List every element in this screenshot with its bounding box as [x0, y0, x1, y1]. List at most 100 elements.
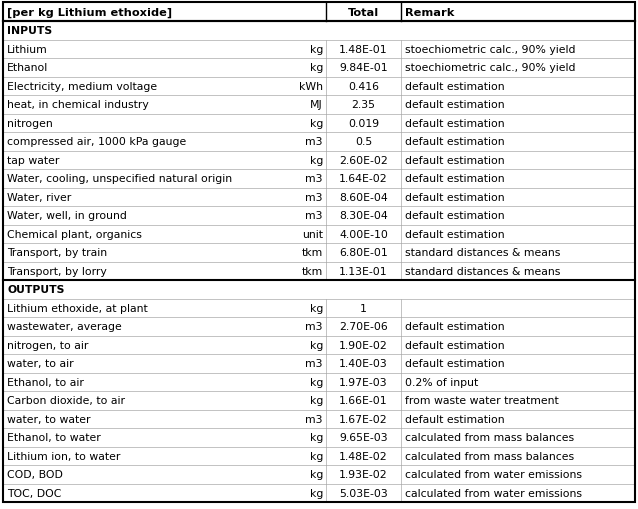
- Text: Water, cooling, unspecified natural origin: Water, cooling, unspecified natural orig…: [7, 174, 232, 184]
- Text: default estimation: default estimation: [405, 229, 505, 239]
- Bar: [3, 169, 635, 188]
- Text: from waste water treatment: from waste water treatment: [405, 395, 559, 406]
- Text: stoechiometric calc., 90% yield: stoechiometric calc., 90% yield: [405, 63, 575, 73]
- Text: 2.60E-02: 2.60E-02: [339, 155, 388, 165]
- Text: 1.13E-01: 1.13E-01: [339, 266, 388, 276]
- Text: Water, well, in ground: Water, well, in ground: [7, 211, 127, 221]
- Text: default estimation: default estimation: [405, 358, 505, 369]
- Text: default estimation: default estimation: [405, 100, 505, 110]
- Bar: [3, 354, 635, 373]
- Bar: [3, 391, 635, 410]
- Text: 0.2% of input: 0.2% of input: [405, 377, 478, 387]
- Text: kg: kg: [309, 63, 323, 73]
- Text: default estimation: default estimation: [405, 322, 505, 331]
- Text: wastewater, average: wastewater, average: [7, 322, 122, 331]
- Text: kg: kg: [309, 451, 323, 461]
- Text: Total: Total: [348, 8, 379, 17]
- Text: 1.66E-01: 1.66E-01: [339, 395, 388, 406]
- Bar: [3, 336, 635, 354]
- Bar: [3, 133, 635, 151]
- Text: nitrogen, to air: nitrogen, to air: [7, 340, 89, 350]
- Text: default estimation: default estimation: [405, 174, 505, 184]
- Text: 8.60E-04: 8.60E-04: [339, 192, 388, 203]
- Text: 1.67E-02: 1.67E-02: [339, 414, 388, 424]
- Text: OUTPUTS: OUTPUTS: [7, 285, 64, 295]
- Text: 9.84E-01: 9.84E-01: [339, 63, 388, 73]
- Text: kg: kg: [309, 155, 323, 165]
- Text: Transport, by train: Transport, by train: [7, 248, 107, 258]
- Bar: [3, 22, 635, 40]
- Bar: [3, 225, 635, 243]
- Text: tkm: tkm: [302, 266, 323, 276]
- Text: 1.48E-02: 1.48E-02: [339, 451, 388, 461]
- Text: [per kg Lithium ethoxide]: [per kg Lithium ethoxide]: [7, 7, 172, 18]
- Text: Lithium: Lithium: [7, 45, 48, 54]
- Text: 6.80E-01: 6.80E-01: [339, 248, 388, 258]
- Text: 1.64E-02: 1.64E-02: [339, 174, 388, 184]
- Text: Lithium ion, to water: Lithium ion, to water: [7, 451, 121, 461]
- Bar: [3, 77, 635, 96]
- Text: 2.35: 2.35: [352, 100, 376, 110]
- Text: compressed air, 1000 kPa gauge: compressed air, 1000 kPa gauge: [7, 137, 186, 147]
- Text: INPUTS: INPUTS: [7, 26, 52, 36]
- Text: stoechiometric calc., 90% yield: stoechiometric calc., 90% yield: [405, 45, 575, 54]
- Bar: [3, 243, 635, 262]
- Text: default estimation: default estimation: [405, 211, 505, 221]
- Text: kg: kg: [309, 433, 323, 442]
- Text: 5.03E-03: 5.03E-03: [339, 488, 388, 498]
- Text: 8.30E-04: 8.30E-04: [339, 211, 388, 221]
- Text: MJ: MJ: [310, 100, 323, 110]
- Text: kg: kg: [309, 303, 323, 313]
- Text: default estimation: default estimation: [405, 414, 505, 424]
- Text: standard distances & means: standard distances & means: [405, 266, 560, 276]
- Bar: [3, 115, 635, 133]
- Text: kg: kg: [309, 377, 323, 387]
- Text: Transport, by lorry: Transport, by lorry: [7, 266, 107, 276]
- Text: default estimation: default estimation: [405, 81, 505, 92]
- Bar: [3, 428, 635, 446]
- Text: kg: kg: [309, 395, 323, 406]
- Text: 1.97E-03: 1.97E-03: [339, 377, 388, 387]
- Text: calculated from water emissions: calculated from water emissions: [405, 488, 582, 498]
- Text: 1.40E-03: 1.40E-03: [339, 358, 388, 369]
- Text: kWh: kWh: [299, 81, 323, 92]
- Text: kg: kg: [309, 340, 323, 350]
- Text: TOC, DOC: TOC, DOC: [7, 488, 61, 498]
- Bar: [3, 410, 635, 428]
- Text: default estimation: default estimation: [405, 340, 505, 350]
- Text: COD, BOD: COD, BOD: [7, 469, 63, 479]
- Text: default estimation: default estimation: [405, 155, 505, 165]
- Bar: [3, 59, 635, 77]
- Text: m3: m3: [306, 174, 323, 184]
- Text: 2.70E-06: 2.70E-06: [339, 322, 388, 331]
- Text: heat, in chemical industry: heat, in chemical industry: [7, 100, 149, 110]
- Bar: [3, 484, 635, 502]
- Text: tap water: tap water: [7, 155, 59, 165]
- Text: calculated from water emissions: calculated from water emissions: [405, 469, 582, 479]
- Text: Electricity, medium voltage: Electricity, medium voltage: [7, 81, 157, 92]
- Text: 1: 1: [360, 303, 367, 313]
- Text: m3: m3: [306, 211, 323, 221]
- Text: Remark: Remark: [405, 8, 454, 17]
- Bar: [3, 96, 635, 115]
- Text: kg: kg: [309, 119, 323, 128]
- Bar: [3, 262, 635, 280]
- Text: kg: kg: [309, 469, 323, 479]
- Text: m3: m3: [306, 414, 323, 424]
- Text: nitrogen: nitrogen: [7, 119, 53, 128]
- Bar: [3, 318, 635, 336]
- Text: default estimation: default estimation: [405, 137, 505, 147]
- Text: Ethanol, to water: Ethanol, to water: [7, 433, 101, 442]
- Bar: [3, 188, 635, 207]
- Bar: [3, 207, 635, 225]
- Text: kg: kg: [309, 488, 323, 498]
- Bar: [3, 446, 635, 465]
- Text: standard distances & means: standard distances & means: [405, 248, 560, 258]
- Text: m3: m3: [306, 192, 323, 203]
- Text: Water, river: Water, river: [7, 192, 71, 203]
- Bar: [3, 3, 635, 22]
- Text: 0.019: 0.019: [348, 119, 379, 128]
- Text: 1.93E-02: 1.93E-02: [339, 469, 388, 479]
- Text: Carbon dioxide, to air: Carbon dioxide, to air: [7, 395, 125, 406]
- Bar: [3, 465, 635, 484]
